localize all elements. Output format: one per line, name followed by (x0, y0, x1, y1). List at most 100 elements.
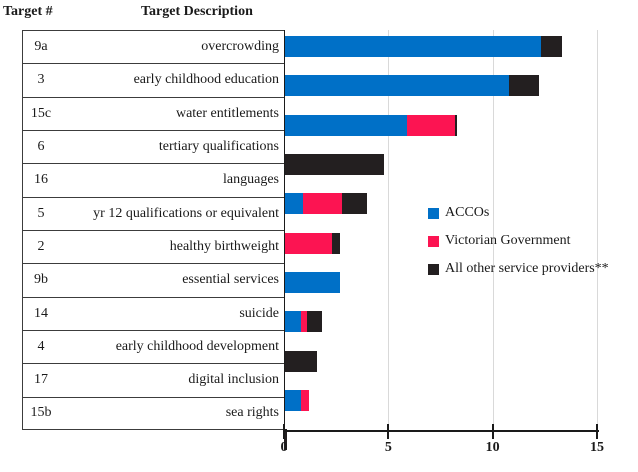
x-tick-label-10: 10 (485, 440, 500, 455)
target-description: early childhood education (133, 72, 279, 88)
legend-label: All other service providers** (445, 261, 609, 276)
table-row: 3 early childhood education (23, 63, 284, 96)
bar-segment-victorian-government (284, 232, 332, 254)
stacked-bar (284, 429, 597, 451)
legend-item: Victorian Government (428, 233, 609, 249)
table-row: 9b essential services (23, 263, 284, 296)
bar-segment-all-other-service-providers (331, 232, 341, 254)
legend-label: Victorian Government (445, 233, 571, 248)
x-tick-0 (283, 424, 285, 439)
table-row: 17 digital inclusion (23, 363, 284, 396)
bar-segment-all-other-service-providers (284, 429, 288, 451)
table-row: 4 early childhood development (23, 329, 284, 363)
x-axis-line (283, 430, 599, 432)
target-number: 9a (34, 39, 48, 55)
gridline-10 (492, 30, 494, 430)
target-number: 6 (37, 139, 45, 155)
stacked-bar (284, 389, 597, 411)
bar-row (284, 469, 597, 472)
y-axis-line (284, 30, 285, 431)
legend-label: ACCOs (445, 205, 490, 220)
target-description: suicide (239, 305, 279, 321)
target-number: 17 (34, 372, 48, 388)
bar-segment-accos (284, 271, 341, 293)
bar-segment-victorian-government (302, 193, 343, 215)
bar-row (284, 232, 597, 266)
legend: ACCOs Victorian Government All other servi… (428, 205, 609, 277)
bar-segment-accos (284, 36, 541, 57)
legend-item: ACCOs (428, 205, 609, 221)
target-description: early childhood development (115, 339, 279, 355)
target-number: 15b (30, 405, 52, 421)
bar-segment-all-other-service-providers (306, 311, 322, 333)
bar-row (284, 114, 597, 148)
bar-segment-all-other-service-providers (455, 114, 458, 136)
bar-segment-all-other-service-providers (284, 350, 318, 372)
bar-segment-victorian-government (300, 311, 307, 333)
stacked-bar (284, 153, 597, 175)
x-tick-5 (387, 424, 390, 439)
bar-row (284, 311, 597, 344)
gridline-15 (597, 30, 598, 430)
stacked-bar (284, 311, 597, 333)
table-row: 9a overcrowding (23, 30, 284, 63)
table-row: 16 languages (23, 163, 284, 196)
target-description: water entitlements (175, 105, 279, 121)
bar-row (284, 36, 597, 69)
target-description: digital inclusion (188, 372, 279, 388)
target-number: 5 (37, 205, 45, 221)
table-header-target-number: Target # (3, 4, 53, 19)
table-row: 6 tertiary qualifications (23, 129, 284, 163)
bar-row (284, 153, 597, 187)
table-header-target-description: Target Description (141, 4, 253, 19)
bar-segment-all-other-service-providers (342, 193, 368, 215)
target-number: 3 (37, 72, 45, 88)
bar-row (284, 193, 597, 226)
stacked-bar (284, 193, 597, 215)
bar-row (284, 271, 597, 305)
table-row: 15c water entitlements (23, 96, 284, 130)
bar-segment-accos (284, 193, 303, 215)
target-description: sea rights (225, 405, 279, 421)
target-number: 14 (34, 305, 48, 321)
x-tick-label-0: 0 (280, 440, 288, 455)
bar-segment-victorian-government (407, 114, 456, 136)
table-row: 15b sea rights (23, 396, 284, 430)
target-number: 2 (37, 239, 45, 255)
target-number: 4 (37, 339, 45, 355)
x-tick-label-15: 15 (590, 440, 604, 455)
target-description: essential services (182, 272, 279, 288)
target-description: healthy birthweight (169, 239, 279, 255)
bar-segment-all-other-service-providers (284, 153, 385, 175)
legend-swatch (428, 235, 439, 247)
bar-row (284, 75, 597, 108)
table-row: 14 suicide (23, 296, 284, 330)
bar-segment-accos (284, 75, 510, 97)
x-tick-label-5: 5 (384, 440, 392, 455)
target-number: 9b (34, 272, 48, 288)
stacked-bar (284, 36, 597, 57)
target-description: languages (223, 172, 279, 188)
legend-swatch (428, 263, 439, 275)
target-table: 9a overcrowding 3 early childhood education… (22, 30, 284, 430)
table-row: 2 healthy birthweight (23, 229, 284, 263)
stacked-bar (284, 232, 597, 254)
target-description: yr 12 qualifications or equivalent (93, 205, 279, 221)
bar-row (284, 350, 597, 384)
target-description: tertiary qualifications (158, 139, 279, 155)
stacked-bar (284, 114, 597, 136)
stacked-bar (284, 469, 597, 472)
plot-area (284, 30, 598, 451)
legend-swatch (428, 207, 439, 219)
bar-segment-victorian-government (300, 389, 310, 411)
table-row: 5 yr 12 qualifications or equivalent (23, 196, 284, 230)
x-tick-15 (596, 424, 598, 439)
bar-segment-accos (284, 114, 408, 136)
bar-row (284, 389, 597, 423)
stacked-bar (284, 271, 597, 293)
target-description: overcrowding (201, 39, 279, 55)
bar-segment-all-other-service-providers (509, 75, 539, 97)
target-number: 16 (34, 172, 48, 188)
target-number: 15c (30, 105, 52, 121)
